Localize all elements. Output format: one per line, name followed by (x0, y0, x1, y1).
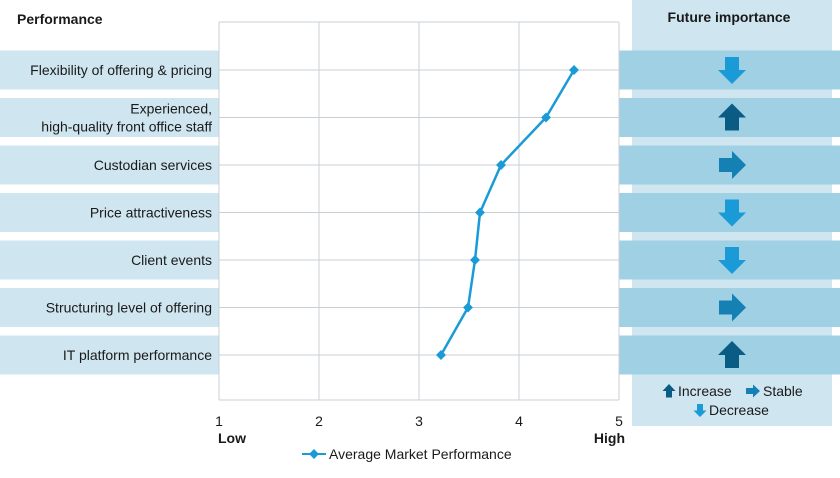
stable-icon (746, 384, 760, 398)
stable-arrow-icon (719, 151, 746, 179)
x-tick-label: 4 (515, 413, 523, 429)
x-high-label: High (594, 430, 625, 446)
category-label-line: IT platform performance (63, 347, 212, 363)
x-tick-label: 5 (615, 413, 623, 429)
legend-series-label: Average Market Performance (329, 446, 512, 462)
category-label: Custodian services (94, 157, 212, 173)
legend-increase-label: Increase (678, 383, 732, 399)
legend-diamond-marker (309, 449, 319, 459)
category-label: Experienced, high-quality front office st… (41, 101, 212, 135)
x-tick-label: 3 (415, 413, 423, 429)
grid (218, 21, 620, 401)
category-label: Price attractiveness (90, 205, 212, 221)
increase-arrow-icon (718, 341, 746, 368)
legend-stable-label: Stable (763, 383, 803, 399)
x-axis-ticks: 1 2 3 4 5 (215, 413, 623, 429)
x-tick-label: 1 (215, 413, 223, 429)
increase-icon (662, 384, 676, 398)
category-label: Flexibility of offering & pricing (30, 62, 212, 78)
row-band (0, 288, 219, 327)
category-labels: Flexibility of offering & pricing Experie… (30, 62, 212, 363)
category-label: Client events (131, 252, 212, 268)
data-point (470, 255, 480, 265)
data-point (496, 160, 506, 170)
future-importance-title: Future importance (668, 9, 791, 25)
legend: Average Market Performance (302, 446, 512, 462)
series-average-market-performance (436, 65, 579, 360)
data-point (569, 65, 579, 75)
category-label-line: Experienced, (130, 101, 212, 117)
category-label-line: Price attractiveness (90, 205, 212, 221)
category-label-line: Client events (131, 252, 212, 268)
category-label: Structuring level of offering (46, 300, 212, 316)
data-point (475, 207, 485, 218)
data-point (463, 302, 473, 313)
data-point (541, 112, 551, 123)
decrease-icon (693, 404, 707, 417)
category-label-line: Structuring level of offering (46, 300, 212, 316)
category-label: IT platform performance (63, 347, 212, 363)
row-band (0, 335, 219, 375)
chart-title: Performance (17, 11, 103, 27)
x-tick-label: 2 (315, 413, 323, 429)
decrease-arrow-icon (718, 57, 746, 84)
category-label-line: Flexibility of offering & pricing (30, 62, 212, 78)
data-point (436, 350, 446, 360)
row-band (0, 240, 219, 280)
row-band (0, 98, 219, 137)
row-band (0, 145, 219, 185)
legend-decrease-label: Decrease (709, 402, 769, 418)
x-low-label: Low (218, 430, 246, 446)
stable-arrow-icon (719, 293, 746, 322)
category-label-line: high-quality front office staff (41, 119, 212, 135)
decrease-arrow-icon (718, 199, 746, 227)
category-label-line: Custodian services (94, 157, 212, 173)
row-band (0, 50, 219, 90)
importance-arrows (718, 57, 746, 368)
decrease-arrow-icon (718, 247, 746, 274)
row-band (0, 193, 219, 232)
increase-arrow-icon (718, 103, 746, 131)
importance-legend: Increase Stable Decrease (662, 383, 803, 418)
